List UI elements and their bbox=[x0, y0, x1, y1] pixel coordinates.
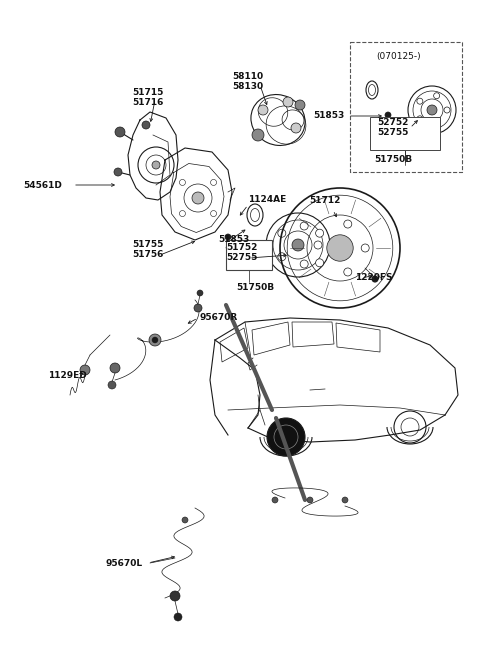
Circle shape bbox=[295, 100, 305, 110]
Circle shape bbox=[307, 497, 313, 503]
Circle shape bbox=[427, 105, 437, 115]
Circle shape bbox=[211, 210, 216, 217]
Text: 1129ED: 1129ED bbox=[48, 371, 87, 379]
Circle shape bbox=[314, 241, 322, 249]
Circle shape bbox=[417, 116, 423, 122]
Circle shape bbox=[197, 290, 203, 296]
Circle shape bbox=[252, 129, 264, 141]
Circle shape bbox=[180, 210, 185, 217]
Bar bbox=[370, 117, 440, 150]
Text: 51853: 51853 bbox=[314, 111, 345, 121]
Circle shape bbox=[278, 253, 286, 261]
Circle shape bbox=[258, 105, 268, 115]
Text: (070125-): (070125-) bbox=[376, 52, 420, 61]
Circle shape bbox=[433, 121, 440, 127]
Circle shape bbox=[170, 591, 180, 601]
Text: 51750B: 51750B bbox=[374, 155, 412, 164]
Circle shape bbox=[211, 179, 216, 185]
Text: 95670L: 95670L bbox=[105, 559, 142, 567]
Circle shape bbox=[142, 121, 150, 129]
Circle shape bbox=[316, 229, 324, 237]
Circle shape bbox=[417, 98, 423, 104]
Circle shape bbox=[327, 234, 353, 261]
Circle shape bbox=[316, 259, 324, 267]
Circle shape bbox=[115, 127, 125, 137]
Text: 51853: 51853 bbox=[218, 236, 249, 244]
Circle shape bbox=[225, 234, 231, 240]
Text: 51752
52755: 51752 52755 bbox=[226, 243, 258, 263]
Circle shape bbox=[372, 276, 378, 282]
Text: 51712: 51712 bbox=[309, 196, 341, 205]
Circle shape bbox=[149, 334, 161, 346]
Circle shape bbox=[385, 112, 391, 118]
Circle shape bbox=[110, 363, 120, 373]
Circle shape bbox=[278, 229, 286, 237]
Text: 1220FS: 1220FS bbox=[355, 274, 393, 282]
Text: 54561D: 54561D bbox=[23, 181, 62, 189]
Circle shape bbox=[344, 220, 352, 228]
Text: 52752
52755: 52752 52755 bbox=[377, 118, 408, 138]
Text: 1124AE: 1124AE bbox=[248, 195, 286, 204]
Circle shape bbox=[192, 192, 204, 204]
Circle shape bbox=[114, 168, 122, 176]
Circle shape bbox=[342, 497, 348, 503]
Text: 51715
51716: 51715 51716 bbox=[132, 88, 164, 107]
Circle shape bbox=[444, 107, 450, 113]
Circle shape bbox=[433, 93, 440, 99]
Circle shape bbox=[344, 268, 352, 276]
Circle shape bbox=[300, 260, 308, 268]
Circle shape bbox=[283, 97, 293, 107]
Text: 58110
58130: 58110 58130 bbox=[232, 72, 264, 92]
Circle shape bbox=[182, 517, 188, 523]
Circle shape bbox=[291, 123, 301, 133]
Circle shape bbox=[108, 381, 116, 389]
Circle shape bbox=[152, 337, 158, 343]
Circle shape bbox=[272, 497, 278, 503]
Text: 51755
51756: 51755 51756 bbox=[132, 240, 164, 259]
Circle shape bbox=[292, 239, 304, 251]
Bar bbox=[226, 240, 272, 270]
Text: 95670R: 95670R bbox=[200, 314, 238, 322]
Circle shape bbox=[180, 179, 185, 185]
Circle shape bbox=[80, 365, 90, 375]
Text: 51750B: 51750B bbox=[236, 283, 274, 292]
Circle shape bbox=[361, 244, 369, 252]
Circle shape bbox=[300, 222, 308, 230]
Bar bbox=[350, 42, 462, 172]
Circle shape bbox=[174, 613, 182, 621]
Circle shape bbox=[152, 161, 160, 169]
Circle shape bbox=[267, 418, 305, 456]
Circle shape bbox=[194, 304, 202, 312]
